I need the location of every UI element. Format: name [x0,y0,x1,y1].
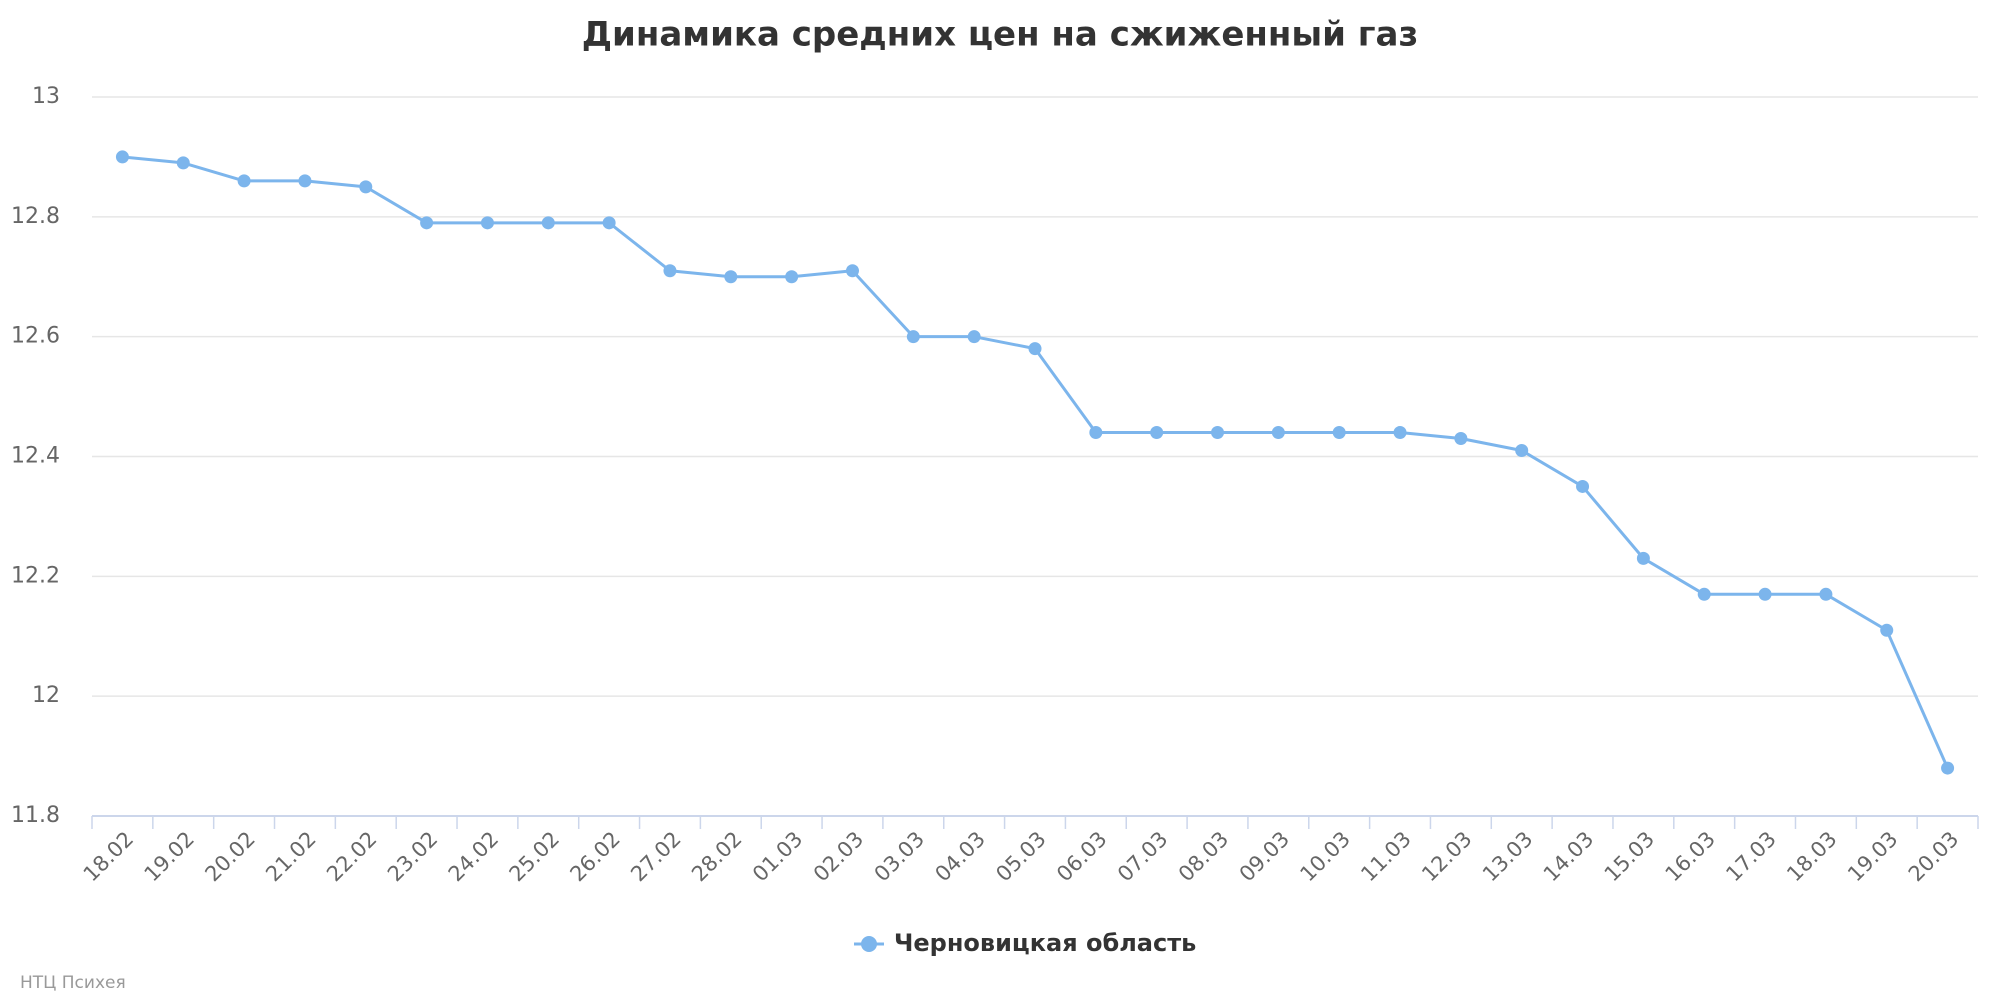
y-tick-label: 12.8 [11,204,60,229]
data-point [1271,426,1285,440]
data-point [298,174,312,188]
x-tick-label: 28.02 [687,827,746,886]
x-tick-label: 06.03 [1052,827,1111,886]
legend-marker [861,936,877,952]
x-tick-label: 07.03 [1113,827,1172,886]
data-point [1150,426,1164,440]
series-line [122,155,1949,769]
legend-label: Черновицкая область [894,929,1196,957]
data-point [1636,551,1650,565]
data-point [1211,426,1225,440]
x-tick-label: 15.03 [1600,827,1659,886]
data-point [1454,432,1468,446]
x-tick-label: 10.03 [1295,827,1354,886]
x-tick-label: 19.02 [140,827,199,886]
x-tick-label: 24.02 [444,827,503,886]
x-tick-label: 17.03 [1721,827,1780,886]
chart-title: Динамика средних цен на сжиженный газ [582,15,1419,55]
y-tick-label: 11.8 [11,803,60,828]
x-tick-label: 19.03 [1843,827,1902,886]
x-tick-label: 26.02 [565,827,624,886]
x-tick-label: 12.03 [1417,827,1476,886]
data-point [176,156,190,170]
data-point [845,264,859,278]
x-tick-label: 21.02 [261,827,320,886]
data-point [480,216,494,230]
y-tick-label: 12.6 [11,324,60,349]
data-point [541,216,555,230]
data-point [663,264,677,278]
data-point [237,174,251,188]
data-point [1332,426,1346,440]
x-tick-label: 14.03 [1539,827,1598,886]
data-point [1028,342,1042,356]
x-tick-label: 02.03 [809,827,868,886]
y-tick-label: 12.2 [11,563,60,588]
data-point [1758,587,1772,601]
y-tick-label: 12.4 [11,444,60,469]
data-point [1576,479,1590,493]
data-point [1393,426,1407,440]
data-point [115,150,129,164]
x-tick-label: 20.02 [200,827,259,886]
data-point [1697,587,1711,601]
x-tick-label: 20.03 [1904,827,1963,886]
x-tick-label: 27.02 [626,827,685,886]
data-point [1089,426,1103,440]
data-point [1819,587,1833,601]
x-tick-label: 08.03 [1174,827,1233,886]
x-tick-label: 04.03 [930,827,989,886]
y-tick-label: 12 [32,683,60,708]
data-point [1515,444,1529,458]
data-point [967,330,981,344]
x-tick-label: 11.03 [1356,827,1415,886]
x-tick-label: 09.03 [1235,827,1294,886]
credits: НТЦ Психея [20,973,126,993]
data-point [602,216,616,230]
x-tick-label: 05.03 [991,827,1050,886]
data-point [906,330,920,344]
x-tick-label: 18.02 [79,827,138,886]
x-tick-label: 22.02 [322,827,381,886]
x-tick-label: 13.03 [1478,827,1537,886]
x-tick-label: 01.03 [748,827,807,886]
x-tick-label: 18.03 [1782,827,1841,886]
y-tick-label: 13 [32,84,60,109]
x-tick-label: 03.03 [870,827,929,886]
data-point [359,180,373,194]
data-point [785,270,799,284]
x-tick-label: 23.02 [383,827,442,886]
data-point [724,270,738,284]
data-point [420,216,434,230]
x-tick-label: 25.02 [505,827,564,886]
data-point [1941,761,1955,775]
data-point [1880,623,1894,637]
x-tick-label: 16.03 [1661,827,1720,886]
